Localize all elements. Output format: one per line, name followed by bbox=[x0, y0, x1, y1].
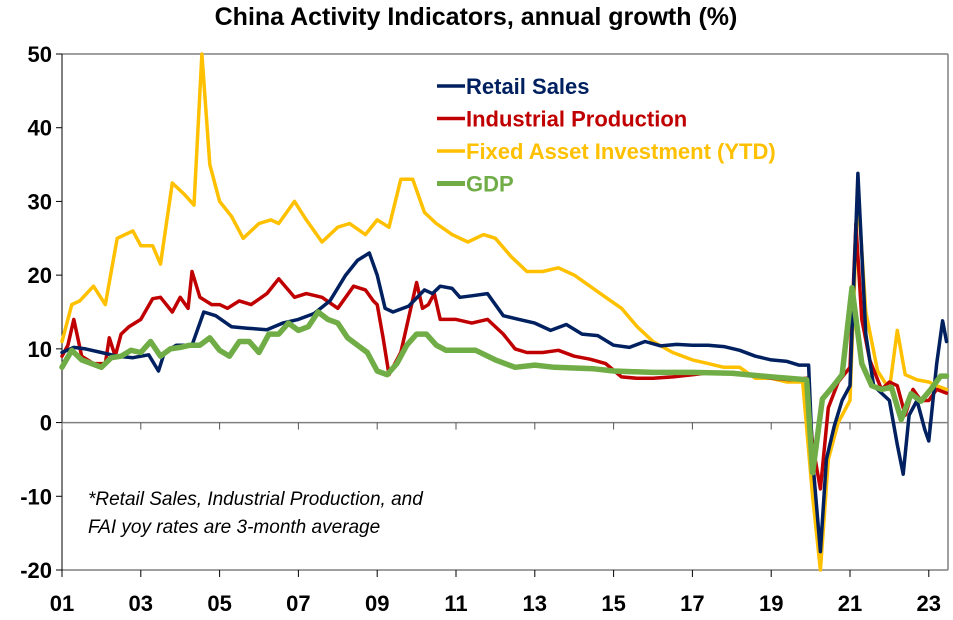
x-tick-label: 07 bbox=[286, 591, 310, 616]
x-tick-label: 15 bbox=[601, 591, 625, 616]
annotation-line: FAI yoy rates are 3-month average bbox=[88, 517, 380, 538]
series-line-gdp bbox=[59, 284, 950, 476]
y-tick-label: -20 bbox=[20, 558, 52, 583]
y-tick-label: 50 bbox=[28, 42, 52, 67]
y-tick-label: 20 bbox=[28, 263, 52, 288]
series-line-industrial-production bbox=[60, 221, 949, 491]
chart-title: China Activity Indicators, annual growth… bbox=[215, 3, 738, 31]
y-tick-label: 30 bbox=[28, 189, 52, 214]
x-tick-label: 13 bbox=[523, 591, 547, 616]
x-tick-label: 19 bbox=[759, 591, 783, 616]
series-lines bbox=[59, 52, 950, 572]
y-tick-label: 10 bbox=[28, 337, 52, 362]
y-tick-label: 40 bbox=[28, 116, 52, 141]
x-tick-label: 11 bbox=[444, 591, 467, 616]
annotation-note: *Retail Sales, Industrial Production, an… bbox=[88, 489, 424, 538]
annotation-line: *Retail Sales, Industrial Production, an… bbox=[88, 489, 424, 510]
y-tick-label: -10 bbox=[20, 484, 52, 509]
legend-label: Fixed Asset Investment (YTD) bbox=[466, 139, 776, 164]
x-tick-label: 17 bbox=[680, 591, 704, 616]
legend-label: GDP bbox=[466, 172, 514, 197]
x-tick-label: 03 bbox=[129, 591, 153, 616]
legend: Retail Sales Industrial Production Fixed A… bbox=[437, 74, 776, 197]
series-line-fixed-asset-investment-ytd bbox=[60, 52, 949, 572]
legend-label: Retail Sales bbox=[466, 74, 590, 99]
x-tick-label: 09 bbox=[365, 591, 389, 616]
series-line-retail-sales bbox=[60, 171, 949, 554]
y-tick-label: 0 bbox=[40, 411, 52, 436]
x-tick-label: 05 bbox=[207, 591, 231, 616]
x-tick-label: 21 bbox=[838, 591, 862, 616]
x-tick-label: 01 bbox=[50, 591, 74, 616]
x-tick-label: 23 bbox=[917, 591, 941, 616]
axes: -20 -10 0 10 20 30 40 50 01 03 05 07 09 11 13 15 17 19 21 2… bbox=[20, 42, 949, 616]
legend-label: Industrial Production bbox=[466, 107, 687, 132]
